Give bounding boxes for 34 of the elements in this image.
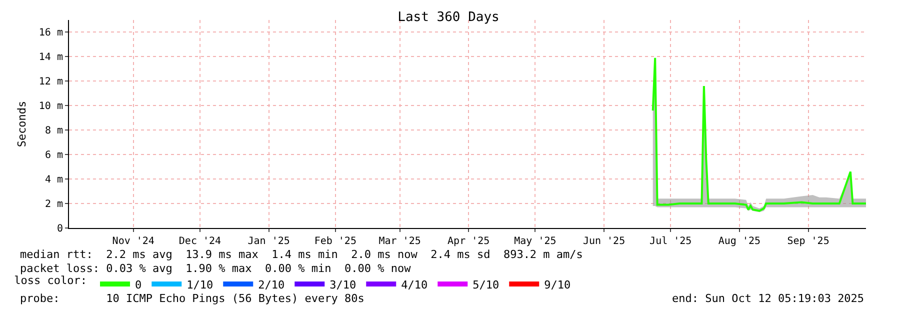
text: probe: 10 ICMP Echo Pings (56 Bytes) every 80s <box>20 292 364 305</box>
legend-label: 4/10 <box>401 278 428 292</box>
y-tick-label: 12 m <box>38 76 63 88</box>
legend-title: loss color: <box>14 274 87 287</box>
y-tick-label: 0 <box>56 224 63 234</box>
x-tick-label: Jan '25 <box>248 236 290 247</box>
text: end: Sun Oct 12 05:19:03 2025 <box>672 292 864 305</box>
x-tick-label: Dec '24 <box>178 236 222 247</box>
y-tick-label: 14 m <box>38 52 63 64</box>
y-tick-label: 10 m <box>38 101 63 112</box>
x-tick-label: Nov '24 <box>112 236 154 247</box>
x-tick-label: Feb '25 <box>314 236 356 247</box>
x-tick-label: Apr '25 <box>448 236 490 247</box>
x-tick-label: Jul '25 <box>650 236 692 247</box>
x-tick-label: May '25 <box>514 236 556 247</box>
legend-label: 0 <box>135 278 142 292</box>
x-tick-label: Aug '25 <box>718 236 761 247</box>
y-tick-label: 16 m <box>38 28 63 39</box>
text: packet loss: 0.03 % avg 1.90 % max 0.00 % min 0.00 % now <box>20 262 412 275</box>
y-tick-label: 2 m <box>44 199 63 210</box>
legend-label: 2/10 <box>258 278 285 292</box>
text: median rtt: 2.2 ms avg 13.9 ms max 1.4 ms min 2.0 ms now 2.4 ms sd 893.2 m am/s <box>20 248 583 261</box>
y-tick-label: 8 m <box>44 126 63 137</box>
legend-label: 9/10 <box>544 278 571 292</box>
legend-label: 5/10 <box>472 278 500 292</box>
x-tick-label: Sep '25 <box>787 236 830 247</box>
x-tick-label: Jun '25 <box>582 236 626 247</box>
x-tick-label: Mar '25 <box>378 236 421 247</box>
legend-label: 3/10 <box>330 278 356 292</box>
y-tick-label: 6 m <box>44 150 63 162</box>
y-axis-title: Seconds <box>16 100 29 148</box>
y-tick-label: 4 m <box>44 174 63 186</box>
chart-title: Last 360 Days <box>398 10 500 26</box>
legend-label: 1/10 <box>186 278 214 292</box>
